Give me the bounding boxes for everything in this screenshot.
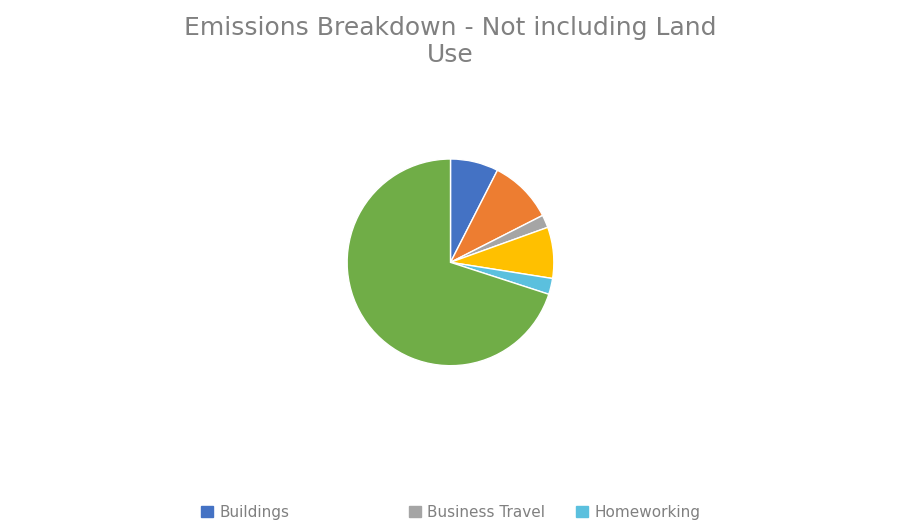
Wedge shape	[450, 159, 497, 262]
Wedge shape	[450, 215, 548, 262]
Legend: Buildings, Fleet and Equipment, Business Travel, Commuting, Homeworking, Supply : Buildings, Fleet and Equipment, Business…	[193, 497, 708, 530]
Wedge shape	[347, 159, 549, 366]
Wedge shape	[450, 227, 554, 279]
Wedge shape	[450, 262, 552, 294]
Title: Emissions Breakdown - Not including Land
Use: Emissions Breakdown - Not including Land…	[184, 15, 717, 67]
Wedge shape	[450, 170, 542, 262]
